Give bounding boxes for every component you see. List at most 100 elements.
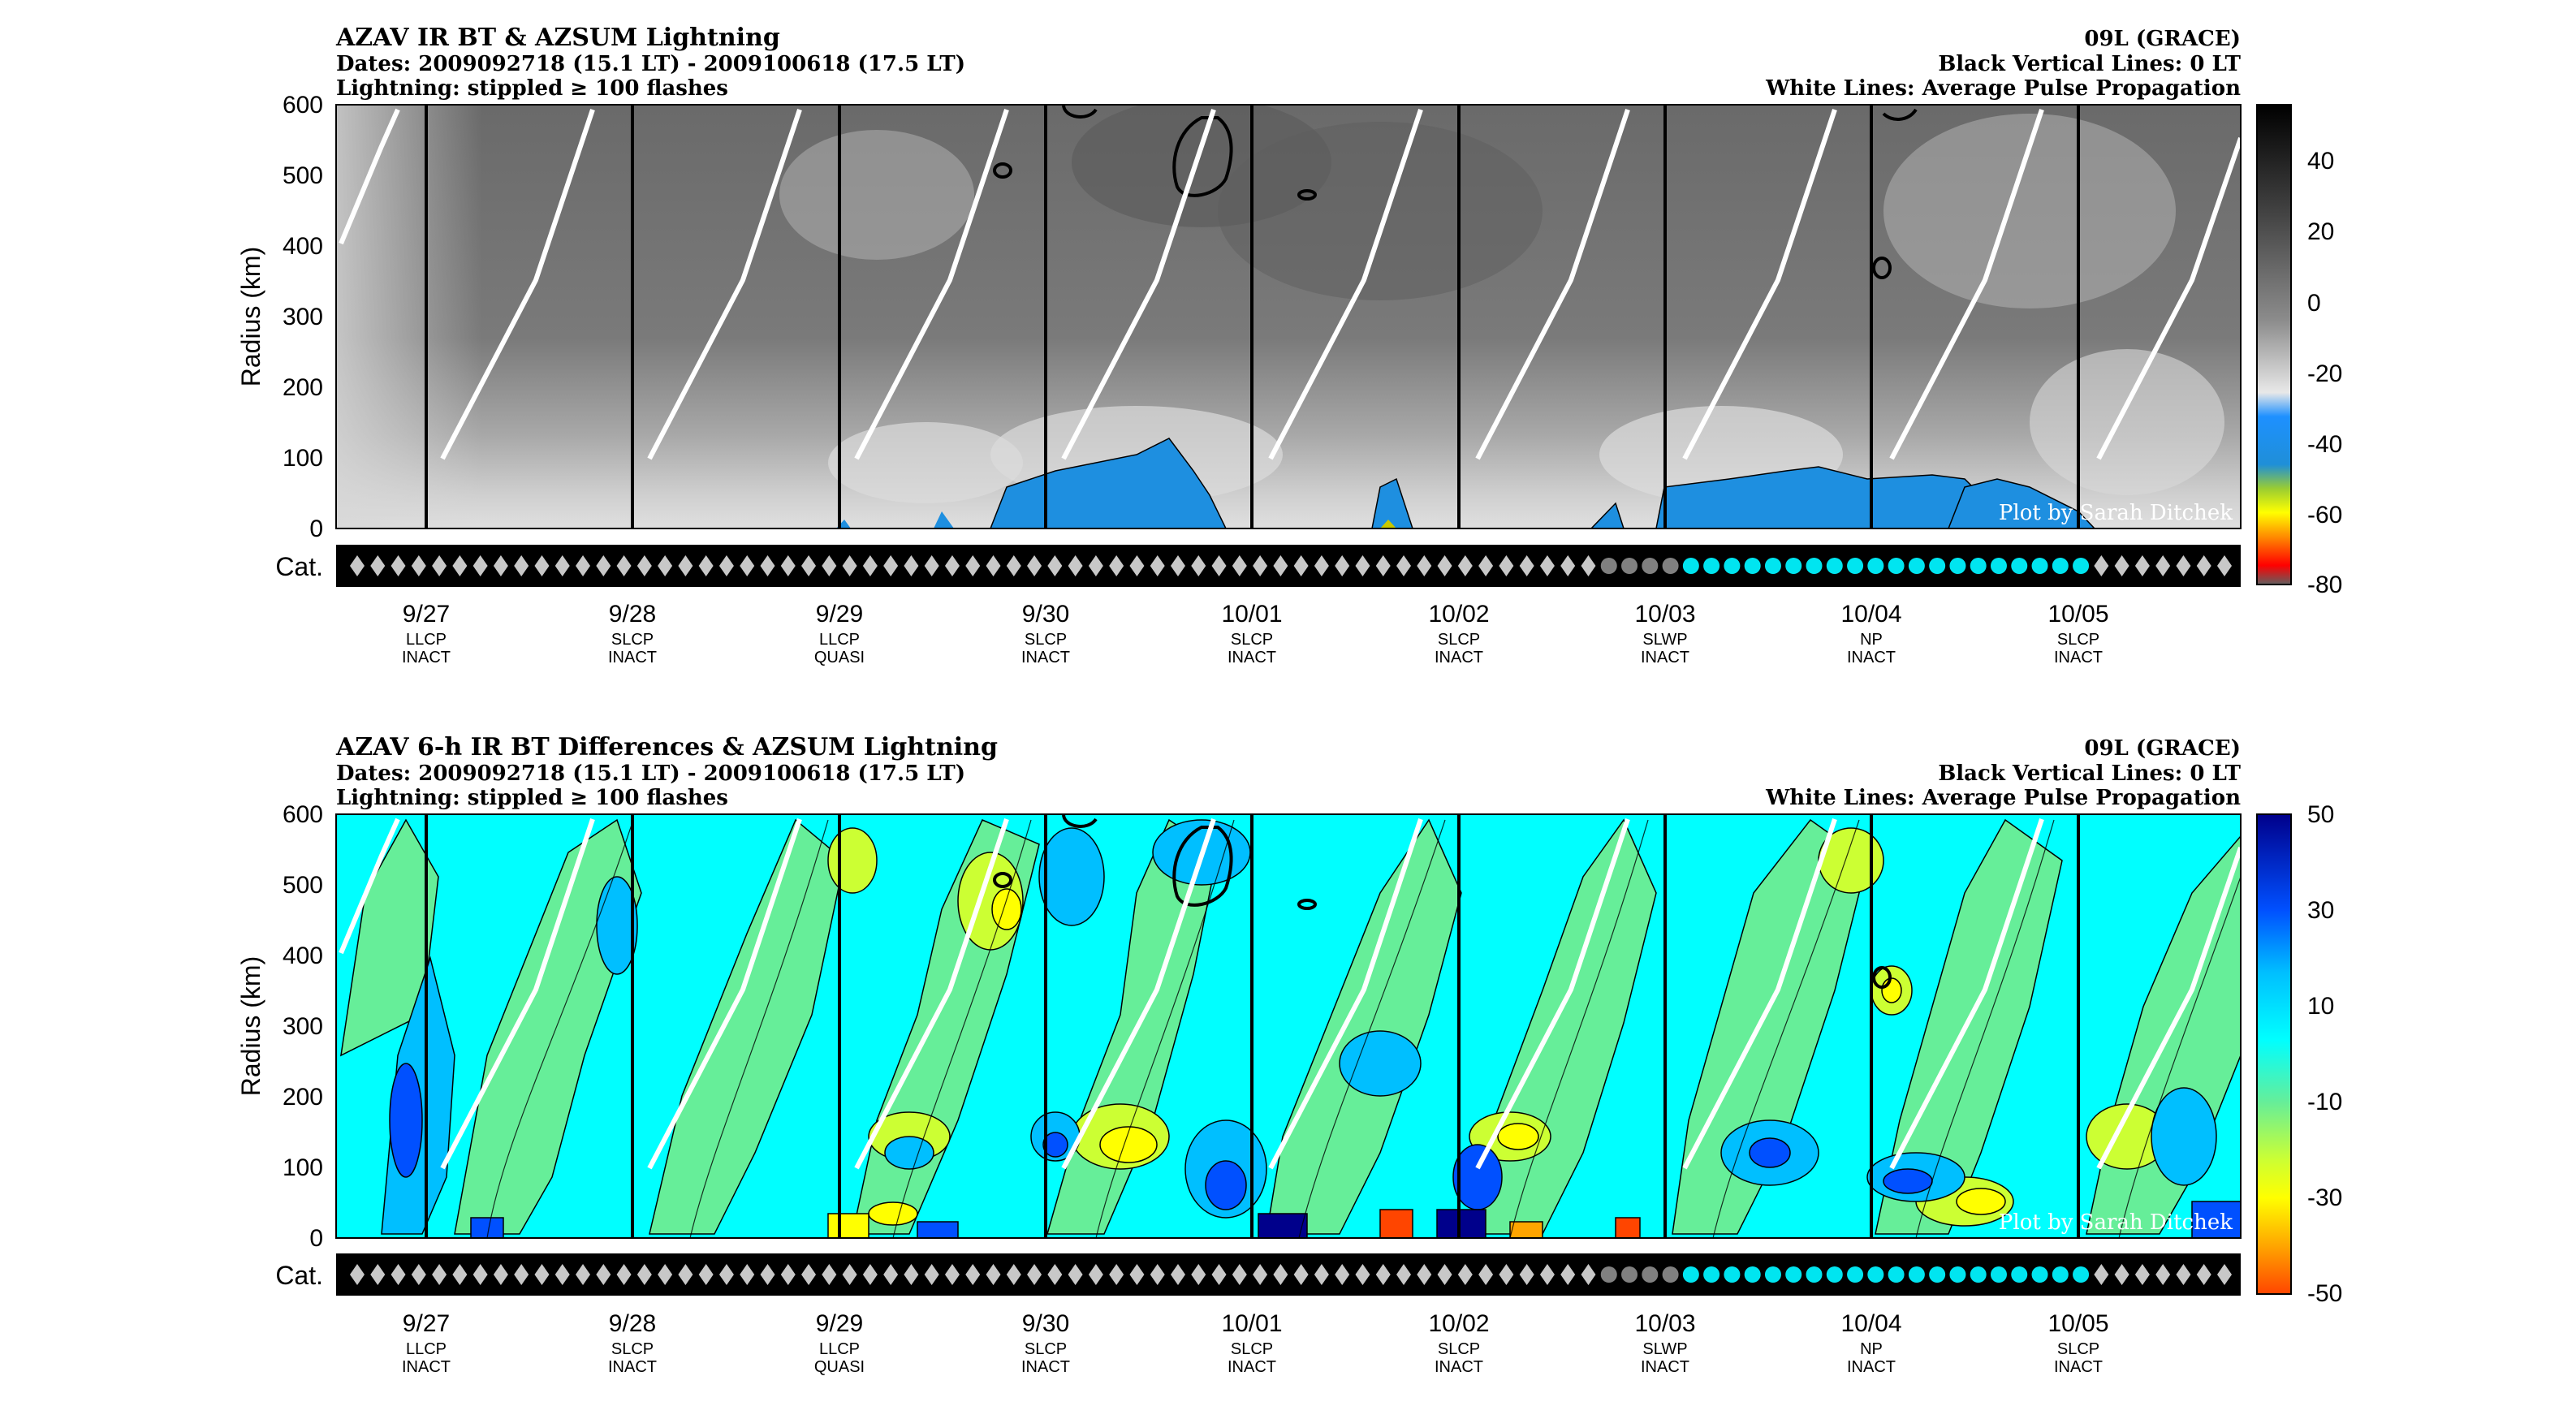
- cat-marker-diamond: [1437, 555, 1452, 576]
- cat-marker-grey-dot: [1600, 558, 1617, 574]
- cat-marker-cyan-dot: [2031, 1266, 2048, 1283]
- cat-marker-diamond: [1150, 1264, 1165, 1285]
- x-tick-date: 10/03: [1634, 601, 1695, 628]
- x-tick-shear: SLWP: [1642, 1340, 1687, 1358]
- cat-marker-diamond: [1355, 555, 1370, 576]
- cat-marker-diamond: [1191, 1264, 1206, 1285]
- cat-marker-diamond: [2217, 1264, 2232, 1285]
- cat-marker-diamond: [636, 555, 652, 576]
- cat-marker-diamond: [780, 555, 796, 576]
- cat-marker-diamond: [534, 555, 550, 576]
- cat-marker-diamond: [944, 1264, 960, 1285]
- cat-marker-diamond: [2196, 555, 2211, 576]
- cat-marker-diamond: [1539, 1264, 1555, 1285]
- cat-marker-diamond: [944, 555, 960, 576]
- cat-marker-diamond: [390, 555, 406, 576]
- cat-marker-cyan-dot: [1847, 558, 1864, 574]
- cat-marker-cyan-dot: [1682, 558, 1699, 574]
- x-tick-date: 9/29: [816, 1310, 863, 1337]
- cat-marker-diamond: [1006, 555, 1021, 576]
- cat-marker-cyan-dot: [1970, 558, 1987, 574]
- x-tick-shear: SLCP: [2057, 631, 2099, 649]
- cat-marker-diamond: [411, 555, 426, 576]
- cat-marker-diamond: [2134, 555, 2150, 576]
- cat-marker-diamond: [2155, 555, 2171, 576]
- x-tick-state: INACT: [1228, 649, 1276, 666]
- panel-1-dates: Dates: 2009092718 (15.1 LT) - 2009100618…: [336, 52, 965, 76]
- cat-marker-grey-dot: [1662, 1266, 1679, 1283]
- colorbar-tick-label: -50: [2307, 1280, 2342, 1307]
- x-tick-date: 9/28: [609, 1310, 656, 1337]
- cat-marker-diamond: [1519, 555, 1534, 576]
- panel-1-vertical-lines-note: Black Vertical Lines: 0 LT: [1938, 52, 2241, 76]
- panel-2-y-axis-label: Radius (km): [236, 956, 265, 1096]
- cat-marker-diamond: [493, 1264, 508, 1285]
- cat-marker-diamond: [2134, 1264, 2150, 1285]
- panel-1-plot-frame: [335, 104, 2242, 529]
- panel-2-y-ticks: 0 100 200 300 400 500 600: [283, 801, 323, 1252]
- panel-2-white-lines-note: White Lines: Average Pulse Propagation: [1765, 786, 2241, 810]
- cat-marker-diamond: [822, 555, 837, 576]
- cat-marker-diamond: [2114, 1264, 2129, 1285]
- panel-2-heatmap: [336, 814, 2241, 1238]
- x-tick-date: 10/05: [2047, 601, 2108, 628]
- cat-marker-diamond: [1088, 555, 1103, 576]
- cat-marker-diamond: [1457, 1264, 1473, 1285]
- x-tick-shear: NP: [1860, 631, 1883, 649]
- panel-2-lightning-contours: [993, 814, 1892, 989]
- y-tick-label: 500: [283, 872, 323, 899]
- x-tick-date: 9/29: [816, 601, 863, 628]
- y-tick-label: 0: [309, 516, 323, 542]
- panel-1-vertical-lines: [425, 105, 2080, 528]
- panel-1-heatmap: [336, 105, 2241, 528]
- cat-marker-grey-dot: [1621, 558, 1638, 574]
- colorbar-tick-label: 0: [2307, 290, 2321, 317]
- panel-1-title: AZAV IR BT & AZSUM Lightning: [335, 24, 780, 52]
- cat-marker-diamond: [576, 1264, 591, 1285]
- y-tick-label: 200: [283, 1084, 323, 1111]
- x-tick-date: 10/01: [1221, 1310, 1282, 1337]
- cat-marker-diamond: [658, 1264, 673, 1285]
- panel-2-dates: Dates: 2009092718 (15.1 LT) - 2009100618…: [336, 761, 965, 786]
- colorbar-tick-label: -60: [2307, 502, 2342, 528]
- colorbar-tick-label: 20: [2307, 218, 2334, 245]
- x-tick-state: INACT: [608, 1358, 657, 1376]
- cat-marker-diamond: [822, 1264, 837, 1285]
- cat-marker-diamond: [452, 555, 468, 576]
- cat-marker-cyan-dot: [2052, 558, 2069, 574]
- cat-marker-diamond: [1027, 1264, 1042, 1285]
- cat-marker-diamond: [1191, 555, 1206, 576]
- y-tick-label: 100: [283, 445, 323, 472]
- cat-marker-diamond: [2114, 555, 2129, 576]
- panel-2-credit: Plot by Sarah Ditchek: [1999, 1210, 2233, 1235]
- panel-1-lightning-note: Lightning: stippled ≥ 100 flashes: [336, 76, 728, 101]
- cat-marker-diamond: [924, 1264, 939, 1285]
- x-tick-date: 10/02: [1428, 1310, 1489, 1337]
- cat-marker-diamond: [862, 1264, 878, 1285]
- y-tick-label: 300: [283, 1013, 323, 1040]
- cat-marker-diamond: [1417, 1264, 1432, 1285]
- cat-marker-cyan-dot: [1826, 1266, 1843, 1283]
- colorbar-tick-label: -40: [2307, 431, 2342, 458]
- cat-marker-diamond: [842, 1264, 857, 1285]
- panel-2-vertical-lines: [425, 814, 2080, 1238]
- cat-marker-diamond: [1375, 1264, 1391, 1285]
- cat-marker-diamond: [1109, 1264, 1124, 1285]
- x-tick-shear: LLCP: [406, 631, 447, 649]
- cat-marker-diamond: [1519, 1264, 1534, 1285]
- panel-2-colorbar-ticks: 50 30 10 -10 -30 -50: [2307, 801, 2342, 1307]
- cat-marker-diamond: [924, 555, 939, 576]
- colorbar-tick-label: 10: [2307, 993, 2334, 1020]
- cat-marker-diamond: [514, 555, 529, 576]
- cat-marker-diamond: [801, 555, 817, 576]
- cat-marker-diamond: [576, 555, 591, 576]
- cat-marker-diamond: [1047, 555, 1063, 576]
- cat-marker-cyan-dot: [1867, 558, 1884, 574]
- cat-marker-diamond: [842, 555, 857, 576]
- cat-marker-diamond: [350, 555, 365, 576]
- x-tick-state: QUASI: [814, 1358, 865, 1376]
- cat-marker-cyan-dot: [2073, 558, 2090, 574]
- cat-marker-diamond: [596, 1264, 611, 1285]
- panel-1-colorbar: [2256, 104, 2292, 585]
- x-tick-state: INACT: [1641, 649, 1689, 666]
